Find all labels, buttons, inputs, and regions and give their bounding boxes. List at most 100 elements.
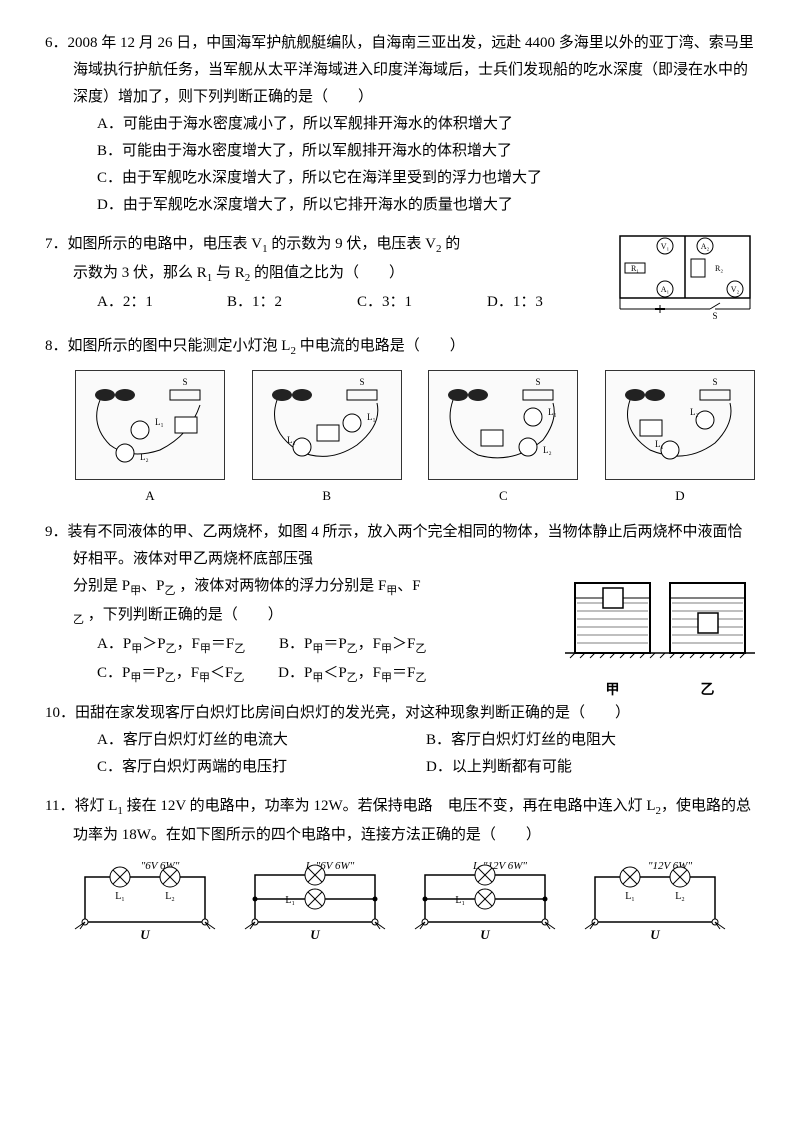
q9by: 乙 bbox=[347, 643, 358, 655]
q8-t2: 中电流的电路是（ ） bbox=[296, 338, 465, 354]
circuitC-icon: L₂"12V 6W" L₁ U bbox=[405, 857, 565, 947]
q7-num: 7． bbox=[45, 236, 68, 252]
circuitA-icon: "6V 6W" L₁ L₂ U bbox=[65, 857, 225, 947]
q9cy2: 乙 bbox=[233, 672, 244, 684]
q9by2: 乙 bbox=[415, 643, 426, 655]
q9-optC: C．P甲＝P乙，F甲＜F乙 D．P甲＜P乙，F甲＝F乙 bbox=[73, 660, 553, 689]
q8-labelD: D bbox=[605, 484, 755, 507]
svg-text:L₂: L₂ bbox=[140, 452, 149, 462]
q9-l2c: ，液体对两物体的浮力分别是 F bbox=[175, 578, 386, 594]
q9-y1: 乙 bbox=[164, 585, 175, 597]
q9-j1: 甲 bbox=[130, 585, 141, 597]
q8-labelB: B bbox=[252, 484, 402, 507]
q9-l3: ，下列判断正确的是（ ） bbox=[84, 607, 283, 623]
q9-j2: 甲 bbox=[386, 585, 397, 597]
q9c1: C．P bbox=[97, 665, 130, 681]
q8-diagD: SL₂L₁ D bbox=[605, 370, 755, 507]
svg-text:S: S bbox=[359, 377, 364, 387]
q9-line2: 分别是 P甲、P乙 ，液体对两物体的浮力分别是 F甲、F bbox=[73, 573, 553, 602]
beaker-svg-icon bbox=[565, 573, 755, 668]
svg-text:L₁: L₁ bbox=[625, 891, 635, 902]
q6-text: 6．2008 年 12 月 26 日，中国海军护航舰艇编队，自海南三亚出发，远赴… bbox=[45, 30, 755, 111]
svg-text:L₂: L₂ bbox=[165, 891, 175, 902]
q11-circuitB: L₂"6V 6W" L₁ U bbox=[235, 857, 395, 957]
q9a1: A．P bbox=[97, 636, 131, 652]
q9-l2d: 、F bbox=[397, 578, 420, 594]
svg-text:L₁: L₁ bbox=[285, 895, 295, 906]
svg-text:L₁: L₁ bbox=[115, 891, 125, 902]
q9d2: ＜P bbox=[323, 665, 346, 681]
q9-text: 9．装有不同液体的甲、乙两烧杯，如图 4 所示，放入两个完全相同的物体，当物体静… bbox=[45, 519, 755, 573]
q8-diagA: SL₁L₂ A bbox=[75, 370, 225, 507]
q10-optB: B．客厅白炽灯灯丝的电阻大 bbox=[426, 727, 755, 754]
circuit-b-icon: SL₁L₂ bbox=[252, 370, 402, 480]
svg-text:L₂: L₂ bbox=[543, 445, 552, 455]
q10-optA: A．客厅白炽灯灯丝的电流大 bbox=[97, 727, 426, 754]
q7-line2: 示数为 3 伏，那么 R1 与 R2 的阻值之比为（ ） bbox=[45, 260, 603, 289]
svg-text:U: U bbox=[650, 927, 660, 942]
q9c4: ＜F bbox=[210, 665, 233, 681]
svg-text:R₁: R₁ bbox=[631, 264, 639, 273]
question-6: 6．2008 年 12 月 26 日，中国海军护航舰艇编队，自海南三亚出发，远赴… bbox=[45, 30, 755, 219]
q9a4: ＝F bbox=[211, 636, 234, 652]
q9aj2: 甲 bbox=[200, 643, 211, 655]
circuit-a-icon: SL₁L₂ bbox=[75, 370, 225, 480]
q7-text: 7．如图所示的电路中，电压表 V1 的示数为 9 伏，电压表 V2 的 bbox=[45, 231, 603, 260]
circuitD-icon: "12V 6W" L₁ L₂ U bbox=[575, 857, 735, 947]
svg-text:V₁: V₁ bbox=[661, 242, 670, 251]
q8-text: 8．如图所示的图中只能测定小灯泡 L2 中电流的电路是（ ） bbox=[45, 333, 755, 362]
q9dy: 乙 bbox=[347, 672, 358, 684]
question-10: 10．田甜在家发现客厅白炽灯比房间白炽灯的发光亮，对这种现象判断正确的是（ ） … bbox=[45, 700, 755, 781]
q9c2: ＝P bbox=[141, 665, 164, 681]
q9dy2: 乙 bbox=[415, 672, 426, 684]
q9ay2: 乙 bbox=[234, 643, 245, 655]
svg-text:L₁: L₁ bbox=[455, 895, 465, 906]
svg-text:A₁: A₁ bbox=[661, 285, 670, 294]
q6-optB: B．可能由于海水密度增大了，所以军舰排开海水的体积增大了 bbox=[97, 138, 755, 165]
q8-diagC: SL₁L₂ C bbox=[428, 370, 578, 507]
q6-num: 6． bbox=[45, 35, 68, 51]
circuitB-icon: L₂"6V 6W" L₁ U bbox=[235, 857, 395, 947]
svg-text:L₂: L₂ bbox=[675, 891, 685, 902]
q7-optD: D．1：3 bbox=[487, 289, 577, 316]
q9b4: ＞F bbox=[392, 636, 415, 652]
q9d3: ，F bbox=[358, 665, 381, 681]
q9d1: D．P bbox=[278, 665, 312, 681]
q7-t2: 的示数为 9 伏，电压表 V bbox=[268, 236, 436, 252]
q9a3: ，F bbox=[177, 636, 200, 652]
q7-optB: B．1：2 bbox=[227, 289, 317, 316]
svg-text:L₂: L₂ bbox=[287, 435, 296, 445]
q9d4: ＝F bbox=[392, 665, 415, 681]
q6-optD: D．由于军舰吃水深度增大了，所以它排开海水的质量也增大了 bbox=[97, 192, 755, 219]
q10-optC: C．客厅白炽灯两端的电压打 bbox=[97, 754, 426, 781]
q7-t3: 的 bbox=[441, 236, 460, 252]
q9bj2: 甲 bbox=[381, 643, 392, 655]
svg-text:L₂: L₂ bbox=[690, 407, 699, 417]
q8-num: 8． bbox=[45, 338, 68, 354]
q9-l2b: 、P bbox=[141, 578, 164, 594]
q8-diagB: SL₁L₂ B bbox=[252, 370, 402, 507]
q6-optC: C．由于军舰吃水深度增大了，所以它在海洋里受到的浮力也增大了 bbox=[97, 165, 755, 192]
q9bj: 甲 bbox=[312, 643, 323, 655]
svg-text:L₁: L₁ bbox=[655, 439, 664, 449]
svg-text:L₁: L₁ bbox=[548, 407, 557, 417]
q6-optA: A．可能由于海水密度减小了，所以军舰排开海水的体积增大了 bbox=[97, 111, 755, 138]
q9b3: ，F bbox=[358, 636, 381, 652]
q9a2: ＞P bbox=[142, 636, 165, 652]
question-8: 8．如图所示的图中只能测定小灯泡 L2 中电流的电路是（ ） SL₁L₂ A S… bbox=[45, 333, 755, 507]
q7-optA: A．2：1 bbox=[97, 289, 187, 316]
svg-text:V₂: V₂ bbox=[731, 285, 740, 294]
svg-text:A₂: A₂ bbox=[701, 242, 710, 251]
q11-num: 11． bbox=[45, 798, 74, 814]
q11-circuitD: "12V 6W" L₁ L₂ U bbox=[575, 857, 735, 957]
svg-text:R₂: R₂ bbox=[715, 264, 723, 273]
q9-y2: 乙 bbox=[73, 614, 84, 626]
q10-num: 10． bbox=[45, 705, 75, 721]
q7-options: A．2：1 B．1：2 C．3：1 D．1：3 bbox=[45, 289, 603, 316]
svg-text:S: S bbox=[182, 377, 187, 387]
question-11: 11．将灯 L1 接在 12V 的电路中，功率为 12W。若保持电路 电压不变，… bbox=[45, 793, 755, 957]
q9cj: 甲 bbox=[130, 672, 141, 684]
q9-num: 9． bbox=[45, 524, 68, 540]
q9dj2: 甲 bbox=[381, 672, 392, 684]
q9b1: B．P bbox=[279, 636, 312, 652]
